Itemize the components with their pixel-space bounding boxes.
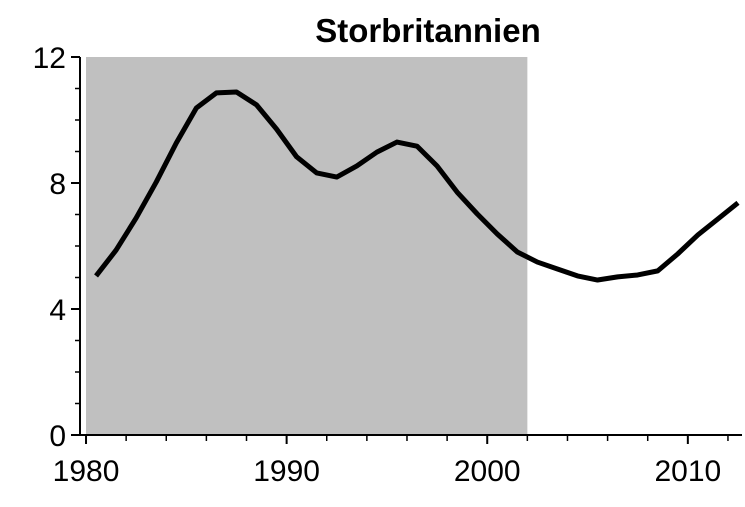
y-tick-label: 12 [33,42,66,75]
y-tick-label: 0 [49,420,66,453]
y-tick-label: 8 [49,168,66,201]
y-tick-label: 4 [49,294,66,327]
x-tick-label: 2000 [454,455,521,488]
x-tick-label: 1980 [53,455,120,488]
chart-title: Storbritannien [315,12,541,49]
data-line [94,89,740,283]
x-tick-label: 1990 [253,455,320,488]
shaded-region [86,57,528,435]
x-tick-label: 2010 [654,455,721,488]
